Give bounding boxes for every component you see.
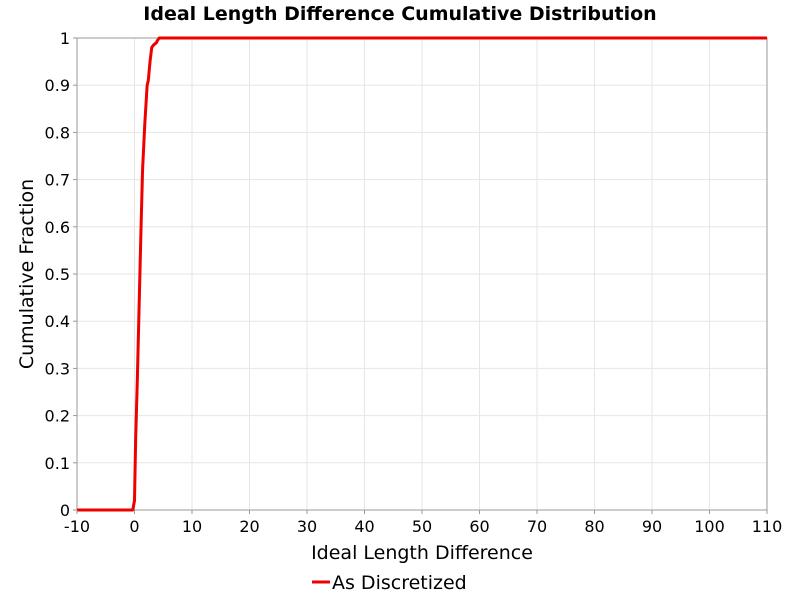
x-axis-label: Ideal Length Difference <box>311 542 533 564</box>
x-tick-label: 90 <box>642 517 662 536</box>
x-tick-label: 110 <box>752 517 783 536</box>
chart-title: Ideal Length Difference Cumulative Distr… <box>143 3 656 25</box>
y-tick-label: 0.1 <box>45 454 70 473</box>
legend-label-as-discretized: As Discretized <box>332 572 467 594</box>
x-tick-label: 100 <box>694 517 725 536</box>
x-tick-label: 80 <box>584 517 604 536</box>
y-tick-label: 1 <box>60 29 70 48</box>
x-tick-label: 60 <box>469 517 489 536</box>
y-tick-label: 0.3 <box>45 359 70 378</box>
x-tick-labels: -10 0 10 20 30 40 50 60 70 80 90 100 110 <box>64 510 782 536</box>
x-tick-label: 30 <box>297 517 317 536</box>
legend: As Discretized <box>312 572 467 594</box>
x-tick-label: -10 <box>64 517 90 536</box>
series-line-as-discretized <box>77 36 767 512</box>
y-tick-label: 0.2 <box>45 407 70 426</box>
y-tick-label: 0.6 <box>45 218 70 237</box>
y-tick-label: 0.7 <box>45 171 70 190</box>
x-tick-label: 10 <box>182 517 202 536</box>
series-layer <box>77 36 767 512</box>
x-tick-label: 40 <box>354 517 374 536</box>
x-tick-label: 0 <box>129 517 139 536</box>
grid-lines <box>76 37 768 511</box>
x-tick-label: 20 <box>239 517 259 536</box>
y-axis-label: Cumulative Fraction <box>16 179 38 369</box>
y-tick-label: 0.5 <box>45 265 70 284</box>
y-tick-label: 0.4 <box>45 312 70 331</box>
y-tick-labels: 0 0.1 0.2 0.3 0.4 0.5 0.6 0.7 0.8 0.9 1 <box>45 29 77 520</box>
x-tick-label: 50 <box>412 517 432 536</box>
x-tick-label: 70 <box>527 517 547 536</box>
y-tick-label: 0.9 <box>45 76 70 95</box>
y-tick-label: 0.8 <box>45 123 70 142</box>
y-tick-label: 0 <box>60 501 70 520</box>
